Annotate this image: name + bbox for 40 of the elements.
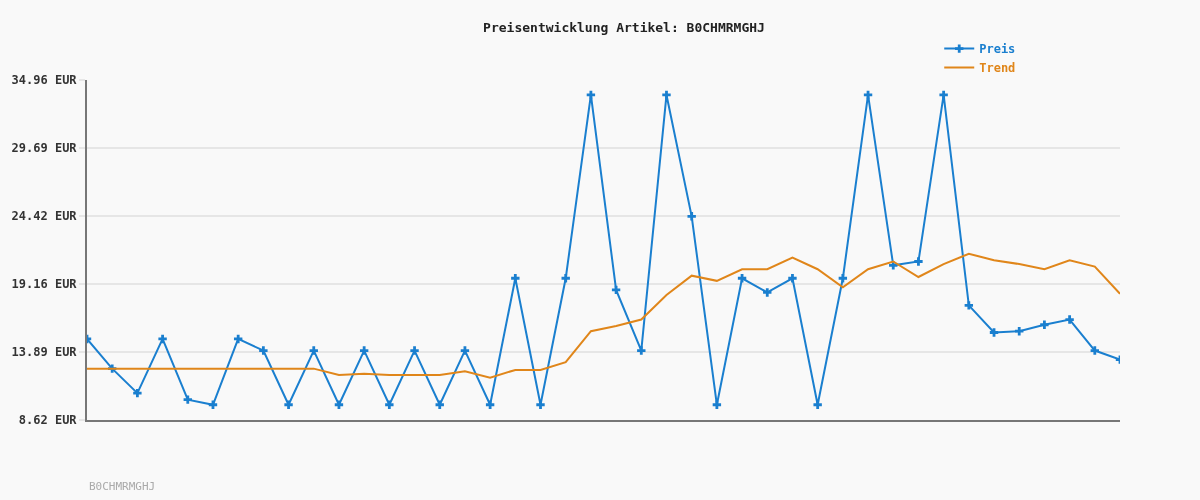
point — [1090, 346, 1099, 355]
point — [284, 400, 293, 409]
point — [309, 346, 318, 355]
point — [1065, 315, 1074, 324]
point — [259, 346, 268, 355]
point — [485, 400, 495, 409]
point — [687, 212, 696, 221]
point — [133, 388, 142, 398]
point — [939, 90, 948, 100]
point — [813, 400, 822, 409]
point — [1015, 326, 1024, 336]
y-tick-label: 8.62 EUR — [18, 413, 78, 428]
point — [763, 288, 772, 297]
y-tick-label: 13.89 EUR — [11, 345, 78, 360]
y-tick-label: 24.42 EUR — [11, 209, 78, 224]
y-tick-label: 34.96 EUR — [11, 73, 78, 88]
point — [637, 346, 646, 355]
point — [914, 257, 923, 266]
chart-title: Preisentwicklung Artikel: B0CHMRMGHJ — [483, 20, 765, 36]
legend-label: Trend — [979, 61, 1016, 76]
point — [712, 400, 722, 409]
point — [989, 328, 999, 337]
point — [183, 395, 192, 404]
point — [511, 274, 520, 283]
point — [788, 274, 797, 283]
y-tick-label: 19.16 EUR — [11, 277, 78, 292]
point — [435, 400, 444, 409]
point — [460, 346, 470, 355]
point — [838, 274, 848, 283]
point — [385, 400, 394, 409]
point — [561, 274, 570, 283]
point — [662, 90, 671, 100]
point — [964, 301, 974, 310]
legend-label: Preis — [979, 42, 1016, 57]
text: B0CHMRMGHJ — [89, 480, 156, 493]
y-tick-label: 29.69 EUR — [11, 141, 78, 156]
point — [359, 346, 369, 355]
point — [1040, 320, 1049, 329]
point — [410, 346, 419, 355]
point — [158, 334, 167, 344]
